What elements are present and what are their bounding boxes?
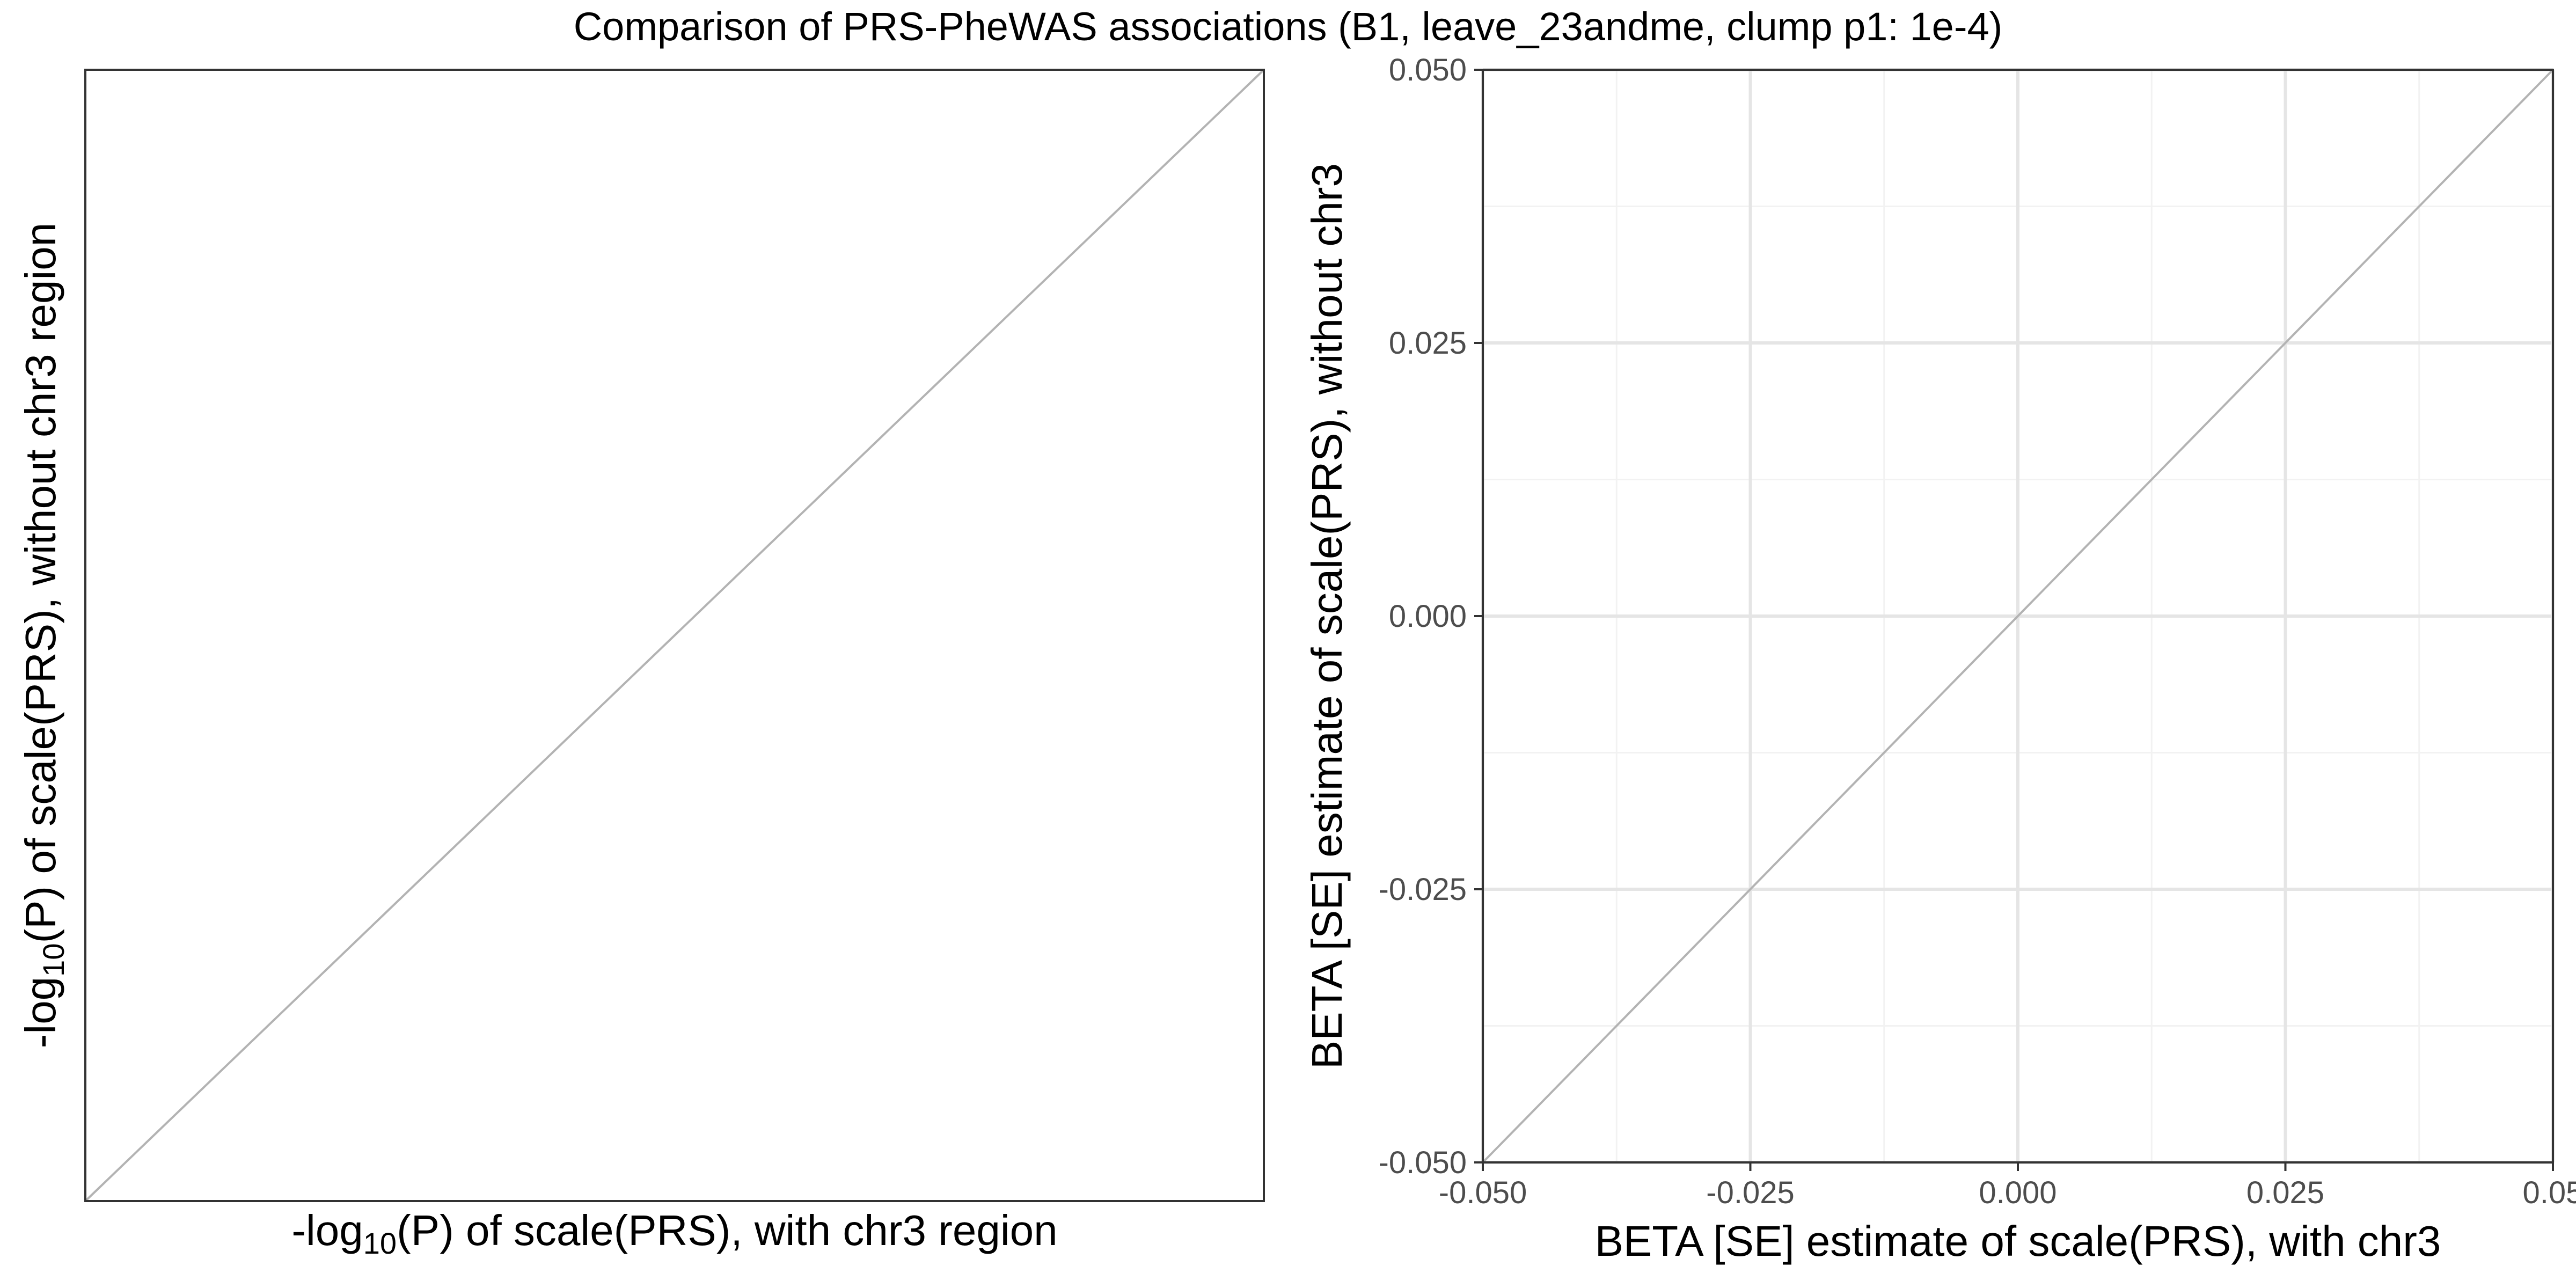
right-x-tick-label: 0.000 <box>1979 1175 2057 1210</box>
left-x-axis-title-suffix: (P) of scale(PRS), with chr3 region <box>397 1206 1058 1254</box>
right-y-tick-label: -0.025 <box>1379 872 1467 907</box>
left-x-axis-title-prefix: -log <box>291 1206 363 1254</box>
right-y-tick-label: 0.050 <box>1389 53 1467 87</box>
right-x-axis-title: BETA [SE] estimate of scale(PRS), with c… <box>1595 1217 2441 1265</box>
left-y-axis-title-subscript: 10 <box>36 943 70 977</box>
chart-title: Comparison of PRS-PheWAS associations (B… <box>573 4 2003 49</box>
right-y-tick-label: -0.050 <box>1379 1145 1467 1180</box>
right-y-tick-label: 0.000 <box>1389 599 1467 634</box>
right-x-tick-label: -0.050 <box>1439 1175 1527 1210</box>
right-panel: -0.050 -0.025 0.000 0.025 0.05 -0.050 -0.025 0… <box>1303 53 2576 1265</box>
left-panel: -log10(P) of scale(PRS), with chr3 regio… <box>17 69 1265 1260</box>
right-identity-line <box>1482 69 2554 1163</box>
left-y-axis-title-suffix: (P) of scale(PRS), without chr3 region <box>17 223 64 943</box>
left-x-axis-title-subscript: 10 <box>363 1226 397 1260</box>
right-x-axis-ticks: -0.050 -0.025 0.000 0.025 0.05 <box>1439 1162 2576 1210</box>
right-x-tick-label: -0.025 <box>1706 1175 1794 1210</box>
left-panel-border <box>84 69 1265 1202</box>
right-y-axis-title: BETA [SE] estimate of scale(PRS), withou… <box>1303 163 1351 1069</box>
right-x-tick-label: 0.05 <box>2523 1175 2576 1210</box>
right-y-axis-ticks: -0.050 -0.025 0.000 0.025 0.050 <box>1379 53 1483 1180</box>
left-y-axis-title-prefix: -log <box>17 977 64 1048</box>
right-x-tick-label: 0.025 <box>2246 1175 2324 1210</box>
left-x-axis-title: -log10(P) of scale(PRS), with chr3 regio… <box>291 1206 1057 1260</box>
left-y-axis-title: -log10(P) of scale(PRS), without chr3 re… <box>17 223 70 1048</box>
left-identity-line <box>84 69 1265 1202</box>
right-y-tick-label: 0.025 <box>1389 326 1467 361</box>
